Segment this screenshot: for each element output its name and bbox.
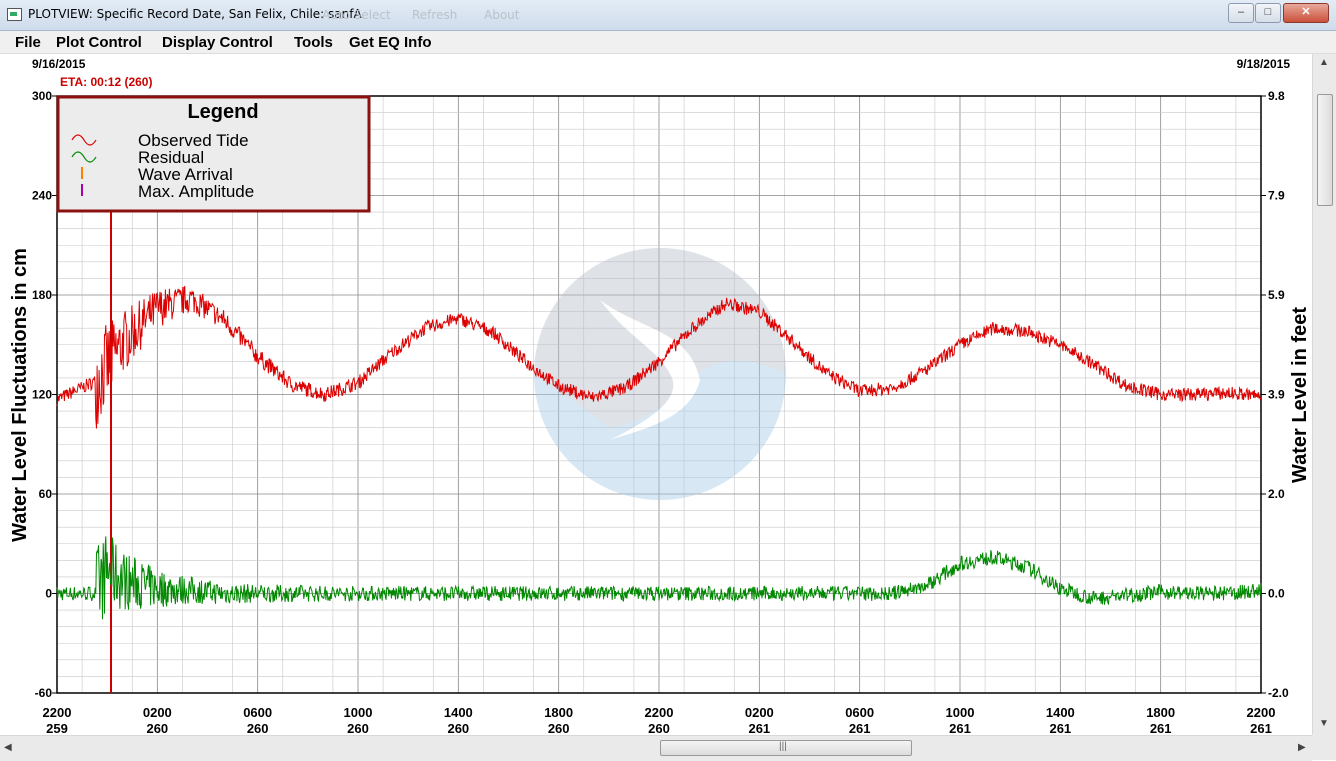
- x-tick-day-label: 260: [447, 721, 469, 735]
- right-tick-label: 2.0: [1268, 487, 1285, 501]
- vertical-scroll-thumb[interactable]: [1317, 94, 1333, 206]
- x-axis-ticks: 2200259020026006002601000260140026018002…: [43, 705, 1276, 736]
- menu-bar: File Plot Control Display Control Tools …: [0, 31, 1336, 54]
- app-icon: [7, 8, 22, 21]
- left-tick-label: 180: [32, 288, 52, 302]
- x-tick-day-label: 260: [347, 721, 369, 735]
- x-tick-time-label: 2200: [1247, 705, 1276, 720]
- left-tick-label: 60: [39, 487, 53, 501]
- right-axis-label: Water Level in feet: [1289, 307, 1311, 483]
- menu-display-control[interactable]: Display Control: [162, 34, 273, 51]
- residual-series: [56, 536, 1262, 620]
- scroll-up-icon[interactable]: ▲: [1319, 57, 1329, 68]
- left-tick-label: 240: [32, 189, 52, 203]
- scroll-right-icon[interactable]: ▶: [1298, 742, 1306, 753]
- noaa-watermark: [534, 248, 786, 500]
- left-tick-label: 0: [45, 587, 52, 601]
- maximize-button[interactable]: □: [1255, 3, 1281, 23]
- vertical-scrollbar[interactable]: ▲ ▼: [1312, 54, 1336, 735]
- x-tick-time-label: 1400: [1046, 705, 1075, 720]
- x-tick-time-label: 1800: [544, 705, 573, 720]
- legend-observed-tide: Observed Tide: [138, 131, 249, 150]
- right-axis-ticks: 9.8 7.9 5.9 3.9 2.0 0.0 -2.0: [1261, 89, 1289, 700]
- start-date-label: 9/16/2015: [32, 57, 86, 71]
- x-tick-day-label: 260: [648, 721, 670, 735]
- plot-area: 300 240 180 120 60 0 -60 9.8 7.9 5.9 3.9 2.0 0.0 -2.…: [0, 54, 1312, 736]
- x-tick-time-label: 1000: [344, 705, 373, 720]
- legend-residual: Residual: [138, 148, 204, 167]
- window-title: PLOTVIEW: Specific Record Date, San Feli…: [28, 7, 362, 21]
- observed-tide-wave-icon: [71, 134, 97, 146]
- eta-label: ETA: 00:12 (260): [60, 75, 152, 89]
- x-tick-time-label: 2200: [43, 705, 72, 720]
- x-tick-day-label: 259: [46, 721, 68, 735]
- x-tick-day-label: 261: [849, 721, 871, 735]
- legend-box: Legend Observed Tide Residual Wave Arriv…: [56, 95, 371, 213]
- right-tick-label: 0.0: [1268, 587, 1285, 601]
- residual-wave-icon: [71, 151, 97, 163]
- menu-tools[interactable]: Tools: [294, 34, 333, 51]
- x-tick-time-label: 0200: [143, 705, 172, 720]
- menu-plot-control[interactable]: Plot Control: [56, 34, 142, 51]
- close-button[interactable]: ✕: [1283, 3, 1329, 23]
- x-tick-time-label: 1800: [1146, 705, 1175, 720]
- x-tick-day-label: 261: [949, 721, 971, 735]
- scroll-left-icon[interactable]: ◀: [4, 742, 12, 753]
- left-axis-label: Water Level Fluctuations in cm: [9, 248, 31, 542]
- right-tick-label: 5.9: [1268, 288, 1285, 302]
- tide-chart: 300 240 180 120 60 0 -60 9.8 7.9 5.9 3.9 2.0 0.0 -2.…: [9, 57, 1311, 736]
- ghost-menu-refresh: Refresh: [412, 8, 458, 22]
- left-tick-label: -60: [35, 686, 53, 700]
- x-tick-day-label: 260: [247, 721, 269, 735]
- legend-wave-arrival: Wave Arrival: [138, 165, 233, 184]
- x-tick-day-label: 261: [1150, 721, 1172, 735]
- ghost-menu-auto-select: Auto Select: [322, 8, 391, 22]
- x-tick-time-label: 1000: [946, 705, 975, 720]
- right-tick-label: 7.9: [1268, 189, 1285, 203]
- x-tick-day-label: 260: [548, 721, 570, 735]
- x-tick-day-label: 261: [1250, 721, 1272, 735]
- legend-title: Legend: [187, 101, 258, 123]
- legend-max-amplitude: Max. Amplitude: [138, 182, 254, 201]
- x-tick-time-label: 0600: [845, 705, 874, 720]
- ghost-menu-about: About: [484, 8, 520, 22]
- menu-get-eq-info[interactable]: Get EQ Info: [349, 34, 432, 51]
- title-bar: PLOTVIEW: Specific Record Date, San Feli…: [0, 0, 1336, 31]
- right-tick-label: 9.8: [1268, 89, 1285, 103]
- left-tick-label: 300: [32, 89, 52, 103]
- right-tick-label: 3.9: [1268, 388, 1285, 402]
- horizontal-scrollbar[interactable]: ◀ ||| ▶: [0, 735, 1312, 761]
- observed-tide-series: [56, 285, 1262, 429]
- x-tick-time-label: 0200: [745, 705, 774, 720]
- x-tick-time-label: 2200: [645, 705, 674, 720]
- x-tick-time-label: 0600: [243, 705, 272, 720]
- menu-file[interactable]: File: [15, 34, 41, 51]
- scroll-corner: [1312, 735, 1336, 760]
- scroll-down-icon[interactable]: ▼: [1319, 718, 1329, 729]
- horizontal-scroll-thumb[interactable]: |||: [660, 740, 912, 756]
- minimize-button[interactable]: –: [1228, 3, 1254, 23]
- right-tick-label: -2.0: [1268, 686, 1289, 700]
- x-tick-day-label: 261: [748, 721, 770, 735]
- x-tick-day-label: 260: [146, 721, 168, 735]
- x-tick-day-label: 261: [1049, 721, 1071, 735]
- end-date-label: 9/18/2015: [1237, 57, 1291, 71]
- x-tick-time-label: 1400: [444, 705, 473, 720]
- left-tick-label: 120: [32, 388, 52, 402]
- left-axis-ticks: 300 240 180 120 60 0 -60: [32, 89, 57, 700]
